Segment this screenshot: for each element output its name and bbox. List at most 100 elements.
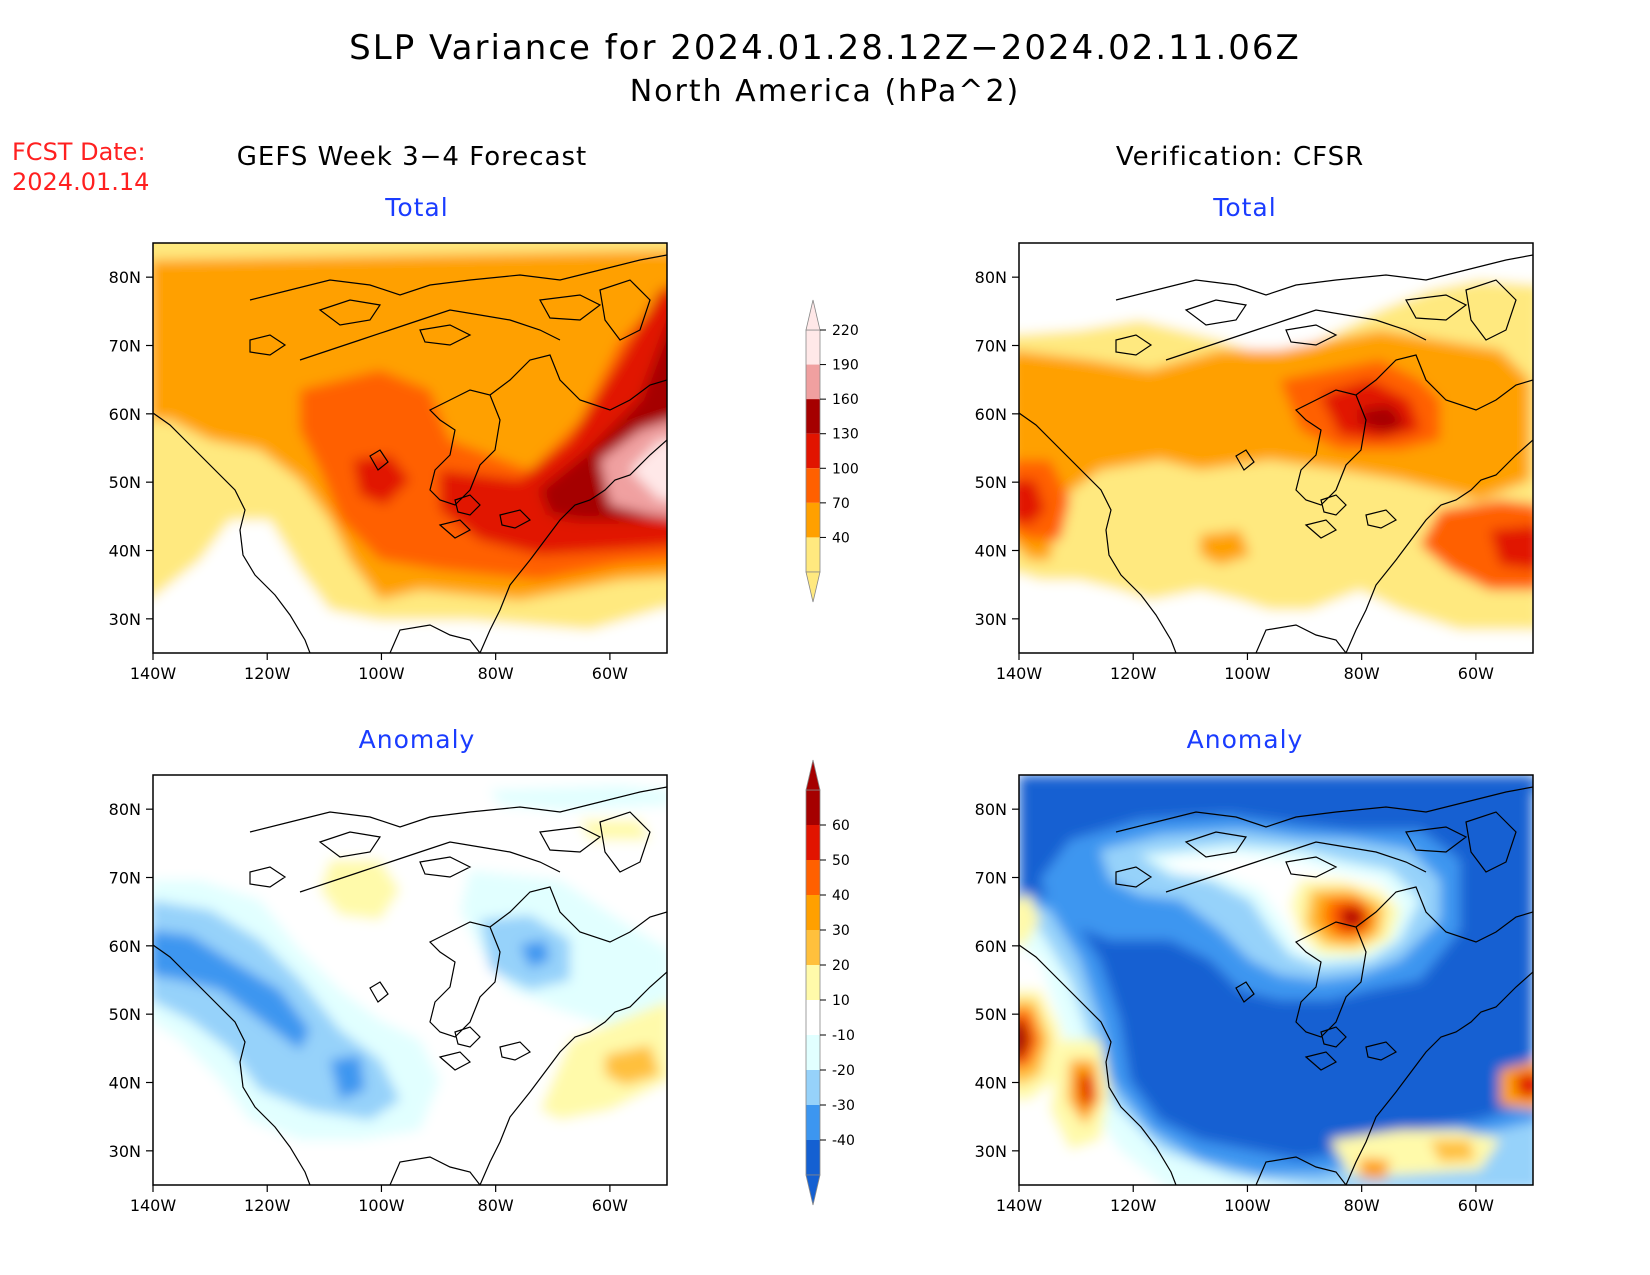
colorbar-label: 100 (832, 461, 859, 477)
y-tick-label: 40N (975, 542, 1007, 561)
y-tick-label: 30N (109, 1142, 141, 1161)
frame-gefs-anomaly (152, 774, 668, 1186)
y-tick-label: 70N (109, 869, 141, 888)
colorbar-label: 70 (832, 496, 850, 512)
x-tick-label: 140W (996, 1196, 1043, 1215)
fcst-date-block: FCST Date: 2024.01.14 (12, 137, 149, 197)
colorbar-swatch (806, 1035, 820, 1070)
y-tick-label: 40N (109, 1074, 141, 1093)
y-tick-label: 70N (975, 869, 1007, 888)
colorbar-label: 160 (832, 392, 859, 408)
panel-cfsr-anomaly (1019, 775, 1533, 1185)
colorbar-swatch (806, 825, 820, 860)
frame-cfsr-anomaly (1018, 774, 1534, 1186)
left-column-heading: GEFS Week 3−4 Forecast (236, 142, 588, 172)
colorbar-total: 40 70 100 130 160 190 220 (805, 299, 859, 603)
y-tick-label: 60N (975, 405, 1007, 424)
y-tick-label: 40N (975, 1074, 1007, 1093)
y-tick-label: 30N (109, 610, 141, 629)
colorbar-label: 30 (832, 923, 850, 939)
y-tick-label: 60N (109, 405, 141, 424)
panel-gefs-anomaly (153, 775, 667, 1185)
y-tick-label: 40N (109, 542, 141, 561)
y-tick-label: 80N (975, 800, 1007, 819)
colorbar-label: -10 (832, 1028, 855, 1044)
coastlines (153, 254, 1533, 1185)
panel-title-gefs-total: Total (385, 193, 449, 222)
colorbar-swatch (806, 895, 820, 930)
x-tick-label: 120W (1110, 1196, 1157, 1215)
colorbar-label: 40 (832, 530, 850, 546)
field-cfsr-anomaly (1019, 775, 1533, 1185)
panel-gefs-total (153, 243, 667, 653)
x-tick-label: 80W (478, 1196, 514, 1215)
y-tick-label: 60N (109, 937, 141, 956)
frame-gefs-total (152, 242, 668, 654)
y-tick-label: 50N (975, 473, 1007, 492)
field-cfsr-total (1019, 243, 1533, 653)
colorbar-label: 50 (832, 853, 850, 869)
colorbar-swatch (806, 502, 820, 538)
colorbar-swatch (806, 1105, 820, 1140)
colorbar-label: 130 (832, 427, 859, 443)
colorbar-label: 190 (832, 358, 859, 374)
x-tick-label: 100W (1224, 1196, 1271, 1215)
panel-title-cfsr-total: Total (1213, 193, 1277, 222)
colorbar-label: 20 (832, 958, 850, 974)
colorbar-label: 220 (832, 323, 859, 339)
y-tick-label: 50N (109, 473, 141, 492)
x-tick-label: 140W (130, 664, 177, 683)
colorbar-swatch (806, 468, 820, 503)
x-tick-label: 120W (244, 664, 291, 683)
panel-cfsr-total (1019, 243, 1533, 653)
x-tick-label: 60W (1458, 1196, 1494, 1215)
colorbar-swatch (806, 433, 820, 469)
y-tick-label: 80N (109, 268, 141, 287)
frame-cfsr-total (1018, 242, 1534, 654)
colorbar-arrow-bottom (805, 1174, 821, 1206)
colorbar-label: 10 (832, 993, 850, 1009)
x-tick-label: 60W (1458, 664, 1494, 683)
y-tick-label: 60N (975, 937, 1007, 956)
y-tick-label: 30N (975, 610, 1007, 629)
colorbar-swatch (806, 1070, 820, 1105)
colorbar-anomaly: -40 -30 -20 -10 10 20 30 40 50 60 (805, 759, 855, 1206)
colorbar-swatch (806, 930, 820, 965)
y-tick-label: 50N (109, 1005, 141, 1024)
x-tick-label: 100W (1224, 664, 1271, 683)
y-tick-label: 70N (975, 337, 1007, 356)
x-tick-label: 60W (592, 1196, 628, 1215)
colorbar-swatch (806, 399, 820, 434)
x-tick-label: 80W (1344, 664, 1380, 683)
colorbar-swatch (806, 790, 820, 825)
x-tick-label: 100W (358, 1196, 405, 1215)
colorbar-swatch (806, 965, 820, 1000)
y-tick-label: 30N (975, 1142, 1007, 1161)
x-tick-label: 140W (996, 664, 1043, 683)
colorbar-label: -30 (832, 1098, 855, 1114)
x-tick-label: 80W (478, 664, 514, 683)
field-gefs-total (153, 243, 667, 653)
colorbar-label: -40 (832, 1133, 855, 1149)
y-tick-label: 50N (975, 1005, 1007, 1024)
x-tick-label: 100W (358, 664, 405, 683)
colorbar-arrow-top (805, 299, 821, 331)
colorbar-label: -20 (832, 1063, 855, 1079)
fcst-date-label: FCST Date: (12, 138, 146, 166)
colorbar-swatch (806, 330, 820, 365)
right-column-heading: Verification: CFSR (1115, 142, 1365, 172)
x-tick-label: 120W (1110, 664, 1157, 683)
colorbars-layer: 40 70 100 130 160 190 220 -40 -30 -20 -10 10 20 30 40 5… (805, 299, 859, 1206)
axes-layer: 140W 120W 100W 80W 60W 30N 40N 50N 60N 70N 80N 140W… (109, 268, 1494, 1215)
y-tick-label: 80N (109, 800, 141, 819)
colorbar-arrow-bottom (805, 571, 821, 603)
y-tick-label: 80N (975, 268, 1007, 287)
colorbar-swatch (806, 860, 820, 895)
colorbar-swatch (806, 537, 820, 572)
x-tick-label: 80W (1344, 1196, 1380, 1215)
colorbar-swatch (806, 1140, 820, 1175)
fcst-date-value: 2024.01.14 (12, 168, 150, 196)
field-gefs-anomaly (153, 775, 667, 1185)
x-tick-label: 140W (130, 1196, 177, 1215)
